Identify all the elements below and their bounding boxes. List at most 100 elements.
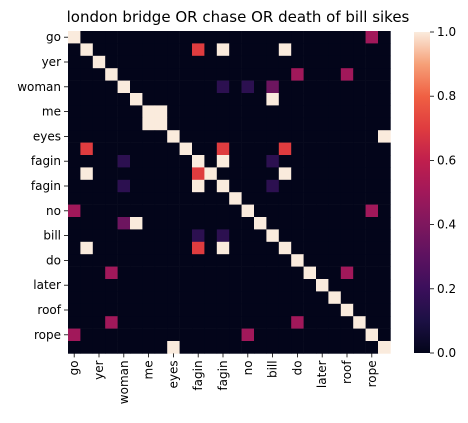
y-tick-label: rope xyxy=(34,328,61,342)
heatmap-cell xyxy=(167,43,180,57)
heatmap-cell xyxy=(353,93,366,106)
heatmap-cell xyxy=(216,192,230,205)
heatmap-cell xyxy=(266,341,280,354)
heatmap-cell xyxy=(117,167,131,181)
heatmap-cell xyxy=(105,254,118,267)
heatmap-cell xyxy=(303,167,317,181)
heatmap-cell xyxy=(167,328,180,342)
heatmap-cell xyxy=(117,266,131,280)
heatmap-cell xyxy=(216,328,230,342)
heatmap-cell xyxy=(328,105,342,119)
y-tick-label: woman xyxy=(17,80,61,94)
heatmap-cell xyxy=(117,142,131,156)
heatmap-cell xyxy=(340,43,354,57)
heatmap-cell xyxy=(266,303,280,317)
heatmap-cell xyxy=(328,291,342,305)
heatmap-cell xyxy=(130,167,143,181)
heatmap-cell xyxy=(254,142,267,156)
heatmap-cell xyxy=(105,316,118,329)
heatmap-cell xyxy=(179,316,193,329)
heatmap-cell xyxy=(167,254,180,267)
heatmap-cell xyxy=(353,192,366,205)
heatmap-cell xyxy=(278,167,292,181)
heatmap-cell xyxy=(229,254,242,267)
heatmap-cell xyxy=(92,80,106,94)
heatmap-cell xyxy=(117,31,131,44)
heatmap-cell xyxy=(92,31,106,44)
heatmap-cell xyxy=(142,93,156,106)
heatmap-cell xyxy=(291,241,304,255)
heatmap-cell xyxy=(80,279,94,292)
heatmap-cell xyxy=(154,68,168,81)
heatmap-cell xyxy=(291,192,304,205)
heatmap-cell xyxy=(204,130,218,143)
heatmap-cell xyxy=(154,43,168,57)
heatmap-cell xyxy=(154,142,168,156)
heatmap-cell xyxy=(316,105,329,119)
heatmap-cell xyxy=(365,31,379,44)
heatmap-cell xyxy=(117,291,131,305)
heatmap-cell xyxy=(68,167,81,181)
heatmap-cell xyxy=(378,105,391,119)
colorbar-ticks: 0.0 0.2 0.4 0.6 0.8 1.0 xyxy=(430,25,456,360)
heatmap-cell xyxy=(130,303,143,317)
heatmap-cell xyxy=(80,179,94,193)
heatmap-cell xyxy=(179,155,193,168)
heatmap-cell xyxy=(117,130,131,143)
heatmap-cell xyxy=(291,167,304,181)
heatmap-cell xyxy=(229,68,242,81)
heatmap-cell xyxy=(179,229,193,243)
heatmap-cell xyxy=(179,266,193,280)
heatmap-cell xyxy=(328,80,342,94)
heatmap-cell xyxy=(340,341,354,354)
heatmap-cell xyxy=(68,229,81,243)
heatmap-cell xyxy=(266,130,280,143)
heatmap-cell xyxy=(142,266,156,280)
heatmap-cell xyxy=(254,179,267,193)
heatmap-cell xyxy=(105,217,118,230)
heatmap-cell xyxy=(365,303,379,317)
heatmap-cell xyxy=(365,167,379,181)
heatmap-cell xyxy=(167,241,180,255)
heatmap-cell xyxy=(142,68,156,81)
heatmap-cell xyxy=(266,279,280,292)
heatmap-cell xyxy=(105,266,118,280)
heatmap-cell xyxy=(105,328,118,342)
heatmap-cell xyxy=(204,192,218,205)
x-tick-label: me xyxy=(142,360,156,379)
heatmap-cell xyxy=(216,291,230,305)
heatmap-cell xyxy=(154,303,168,317)
heatmap-cell xyxy=(117,217,131,230)
heatmap-cell xyxy=(365,117,379,131)
heatmap-cell xyxy=(365,241,379,255)
heatmap-cell xyxy=(105,55,118,69)
heatmap-cell xyxy=(167,217,180,230)
heatmap-cell xyxy=(68,142,81,156)
heatmap-cell xyxy=(167,31,180,44)
heatmap-cell xyxy=(167,316,180,329)
heatmap-cell xyxy=(229,105,242,119)
heatmap-cell xyxy=(328,43,342,57)
heatmap-cell xyxy=(378,341,391,354)
heatmap-cell xyxy=(142,117,156,131)
heatmap-cell xyxy=(92,229,106,243)
heatmap-cell xyxy=(266,291,280,305)
heatmap-cell xyxy=(142,229,156,243)
heatmap-cell xyxy=(130,217,143,230)
heatmap-cell xyxy=(105,229,118,243)
heatmap-cell xyxy=(340,328,354,342)
heatmap-cell xyxy=(92,142,106,156)
heatmap-cell xyxy=(316,68,329,81)
heatmap-cell xyxy=(154,204,168,218)
heatmap-cell xyxy=(291,93,304,106)
heatmap-cell xyxy=(254,80,267,94)
heatmap-cell xyxy=(204,328,218,342)
heatmap-cell xyxy=(241,204,255,218)
heatmap-cell xyxy=(303,117,317,131)
heatmap-cell xyxy=(105,241,118,255)
heatmap-cell xyxy=(266,254,280,267)
heatmap-cell xyxy=(291,341,304,354)
heatmap-cell xyxy=(316,241,329,255)
heatmap-cell xyxy=(142,105,156,119)
heatmap-cell xyxy=(254,192,267,205)
